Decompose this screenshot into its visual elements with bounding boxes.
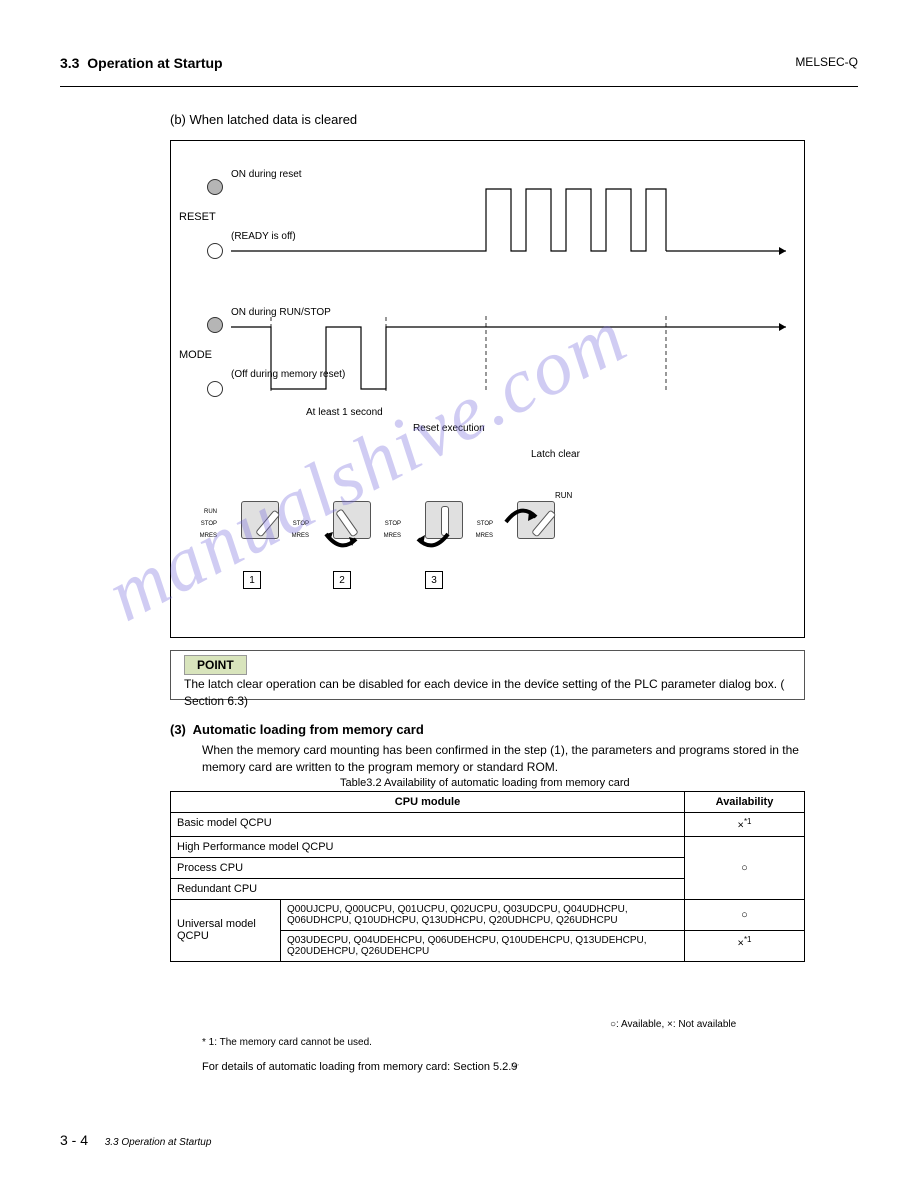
led-open-icon (207, 243, 223, 259)
row-basic: Basic model QCPU (171, 813, 685, 837)
latch-clear-label: Latch clear (531, 449, 580, 460)
row-red: Redundant CPU (171, 878, 685, 899)
mode-label: MODE (179, 349, 212, 361)
reset-exec-label: Reset execution (413, 423, 485, 434)
atleast-1s-label: At least 1 second (306, 407, 383, 418)
section-header: 3.3 Operation at Startup (60, 55, 223, 71)
switch-step-2b: STOP MRES (403, 501, 473, 571)
col-cpu: CPU module (171, 792, 685, 813)
header-right: MELSEC-Q (795, 55, 858, 69)
page-number: 3 - 4 (60, 1132, 88, 1148)
subsection-body: When the memory card mounting has been c… (202, 742, 802, 777)
subsection-name: Automatic loading from memory card (193, 722, 424, 737)
reset-label: RESET (179, 211, 216, 223)
row-uni: Universal model QCPU (171, 899, 281, 961)
page-footer: 3 - 4 3.3 Operation at Startup (60, 1132, 211, 1148)
avail-ok: ○ (685, 836, 805, 899)
table-ref: For details of automatic loading from me… (202, 1060, 517, 1076)
section-title: Operation at Startup (87, 55, 222, 71)
row-uni-models: Q00UJCPU, Q00UCPU, Q01UCPU, Q02UCPU, Q03… (281, 899, 685, 930)
led-open-icon (207, 381, 223, 397)
run-up-lbl: RUN (555, 491, 572, 500)
row-proc: Process CPU (171, 857, 685, 878)
mres-lbl: MRES (200, 533, 217, 539)
table-caption: Table3.2 Availability of automatic loadi… (340, 776, 630, 792)
subsection-num: (3) (170, 722, 186, 737)
col-avail: Availability (685, 792, 805, 813)
subsection-title: (3) Automatic loading from memory card (170, 722, 424, 737)
led-filled-icon (207, 179, 223, 195)
point-body: The latch clear operation can be disable… (184, 676, 794, 711)
led-filled-icon (207, 317, 223, 333)
row-hp: High Performance model QCPU (171, 836, 685, 857)
switch-step-2a: STOP MRES (311, 501, 381, 571)
section-number: 3.3 (60, 55, 79, 71)
table-note1: * 1: The memory card cannot be used. (202, 1036, 372, 1051)
step-2-box: 2 (333, 571, 351, 589)
header-rule (60, 86, 858, 87)
footer-title: 3.3 Operation at Startup (105, 1137, 212, 1148)
stop-lbl: STOP (201, 521, 217, 527)
avail-ok2: ○ (685, 899, 805, 930)
step-3-box: 3 (425, 571, 443, 589)
mode-waveform (231, 315, 791, 393)
availability-table: CPU module Availability Basic model QCPU… (170, 791, 805, 962)
step-1-box: 1 (243, 571, 261, 589)
reset-waveform (231, 177, 791, 255)
figure-caption: (b) When latched data is cleared (170, 112, 357, 127)
run-lbl: RUN (204, 509, 217, 515)
switch-step-1: RUN STOP MRES (219, 501, 289, 571)
row-uni-e: Q03UDECPU, Q04UDEHCPU, Q06UDEHCPU, Q10UD… (281, 930, 685, 961)
timing-diagram-box: ON during reset (READY is off) RESET ON … (170, 140, 805, 638)
table-legend: ○: Available, ×: Not available (610, 1018, 736, 1033)
switch-step-run: RUN STOP MRES (495, 501, 565, 571)
